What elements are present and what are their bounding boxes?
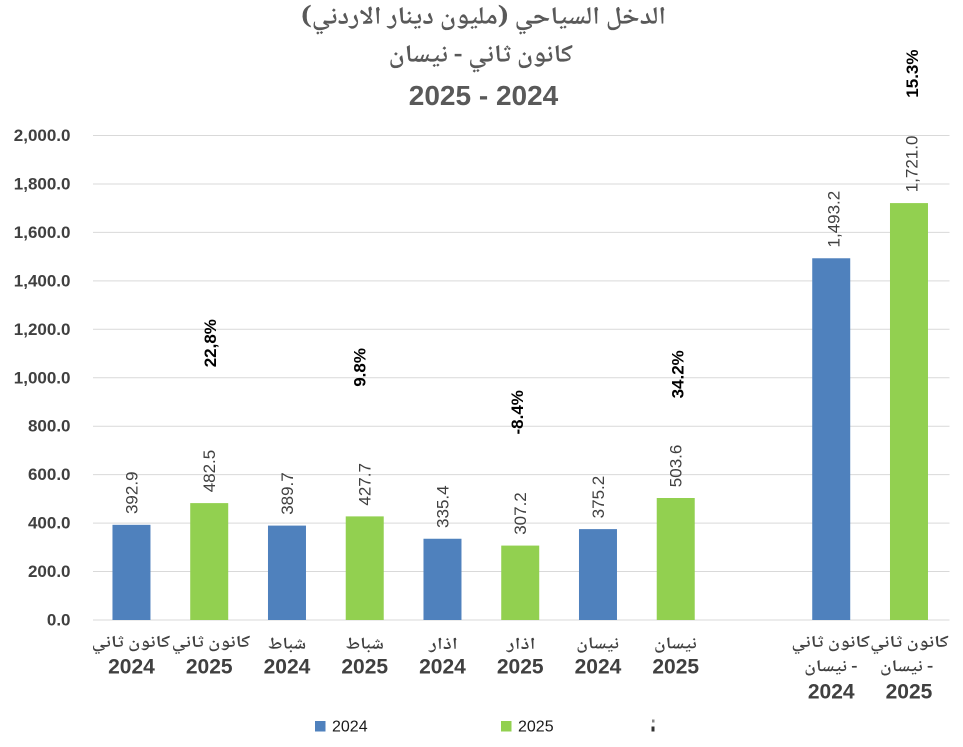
svg-text:-8.4%: -8.4% [508,390,527,434]
svg-text:15.3%: 15.3% [903,49,922,97]
svg-text:2,000.0: 2,000.0 [14,126,71,145]
svg-text:600.0: 600.0 [28,465,71,484]
svg-text:1,000.0: 1,000.0 [14,368,71,387]
svg-text:1,493.2: 1,493.2 [825,191,844,248]
svg-text:2024: 2024 [332,719,368,736]
svg-text:503.6: 503.6 [667,445,686,488]
svg-text:375.2: 375.2 [589,476,608,519]
svg-text:1,721.0: 1,721.0 [902,136,921,193]
svg-text:482.5: 482.5 [200,450,219,493]
svg-text:2024: 2024 [108,656,155,679]
svg-text:2025: 2025 [886,681,933,704]
svg-text:1,200.0: 1,200.0 [14,320,71,339]
svg-text:427.7: 427.7 [356,463,375,506]
svg-text:2024: 2024 [575,656,622,679]
svg-text:9.8%: 9.8% [351,348,370,387]
svg-text:2025: 2025 [518,719,554,736]
svg-text:2025: 2025 [497,656,544,679]
svg-text:400.0: 400.0 [28,514,71,533]
svg-text:392.9: 392.9 [122,471,141,514]
svg-text:22,8%: 22,8% [201,319,220,367]
svg-text:335.4: 335.4 [433,485,452,528]
svg-text:800.0: 800.0 [28,417,71,436]
svg-text:2024: 2024 [264,656,311,679]
svg-text:2025 - 2024: 2025 - 2024 [409,80,559,111]
svg-text:2025: 2025 [341,656,388,679]
svg-text:2024: 2024 [419,656,466,679]
svg-text:2024: 2024 [808,681,855,704]
svg-text:307.2: 307.2 [511,492,530,535]
svg-text:1,600.0: 1,600.0 [14,223,71,242]
svg-text:1,400.0: 1,400.0 [14,271,71,290]
svg-text:200.0: 200.0 [28,562,71,581]
svg-text:34.2%: 34.2% [668,350,687,398]
svg-text:2025: 2025 [186,656,233,679]
svg-text:2025: 2025 [652,656,699,679]
svg-text:1,800.0: 1,800.0 [14,174,71,193]
svg-text:0.0: 0.0 [47,611,71,630]
svg-text:389.7: 389.7 [278,472,297,515]
